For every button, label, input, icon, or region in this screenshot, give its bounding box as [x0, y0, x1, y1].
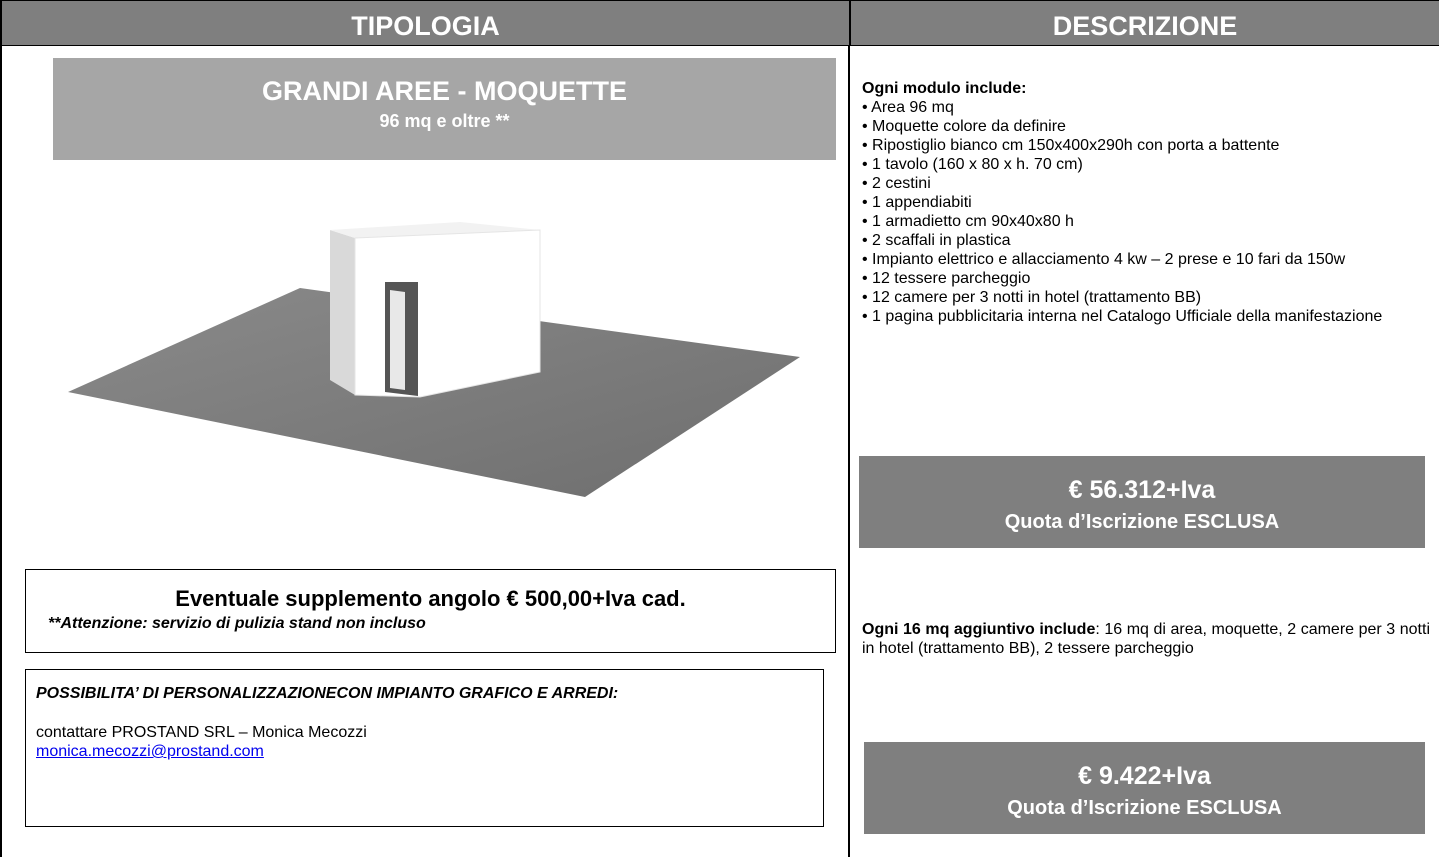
box-front: [354, 229, 541, 398]
description-item: • 1 armadietto cm 90x40x80 h: [862, 213, 1074, 230]
additional-text: : 16 mq di area, moquette, 2 camere per …: [862, 621, 1431, 657]
description-item: • 1 tavolo (160 x 80 x h. 70 cm): [862, 156, 1083, 173]
description-item: • Area 96 mq: [862, 99, 954, 116]
description-item: • 1 appendiabiti: [862, 194, 972, 211]
supplement-note: **Attenzione: servizio di pulizia stand …: [48, 615, 426, 632]
custom-heading: POSSIBILITA’ DI PERSONALIZZAZIONECON IMP…: [36, 685, 619, 702]
description-item: • 1 pagina pubblicitaria interna nel Cat…: [862, 308, 1383, 325]
box-side: [330, 230, 355, 395]
type-box: GRANDI AREE - MOQUETTE 96 mq e oltre **: [53, 58, 836, 160]
supplement-box: Eventuale supplemento angolo € 500,00+Iv…: [25, 569, 836, 653]
type-subtitle: 96 mq e oltre **: [379, 111, 510, 131]
description-item: • 2 scaffali in plastica: [862, 232, 1011, 249]
column-divider: [848, 46, 850, 857]
email-link[interactable]: monica.mecozzi@prostand.com: [36, 743, 264, 760]
stand-illustration: [68, 222, 800, 497]
door-inner: [390, 290, 405, 390]
additional-label: Ogni 16 mq aggiuntivo include: [862, 621, 1096, 638]
price-amount: € 56.312+Iva: [1068, 476, 1216, 504]
description: Ogni modulo include: • Area 96 mq • Moque…: [862, 79, 1430, 326]
price-note: Quota d’Iscrizione ESCLUSA: [1004, 511, 1280, 533]
description-heading: Ogni modulo include:: [862, 80, 1027, 97]
header-right: DESCRIZIONE: [849, 0, 1439, 46]
header-left: TIPOLOGIA: [0, 0, 849, 46]
description-item: • Ripostiglio bianco cm 150x400x290h con…: [862, 137, 1280, 154]
supplement-text: Eventuale supplemento angolo € 500,00+Iv…: [175, 586, 686, 611]
description-item: • 12 tessere parcheggio: [862, 270, 1031, 287]
description-item: • 12 camere per 3 notti in hotel (tratta…: [862, 289, 1202, 306]
description-item: • 2 cestini: [862, 175, 931, 192]
left-border: [0, 46, 2, 857]
additional: Ogni 16 mq aggiuntivo include: 16 mq di …: [862, 620, 1430, 658]
description-list: • Area 96 mq • Moquette colore da definir…: [862, 98, 1430, 326]
description-item: • Impianto elettrico e allacciamento 4 k…: [862, 251, 1346, 268]
description-item: • Moquette colore da definire: [862, 118, 1066, 135]
box-top: [330, 222, 540, 238]
type-title: GRANDI AREE - MOQUETTE: [261, 76, 627, 106]
custom-box: POSSIBILITA’ DI PERSONALIZZAZIONECON IMP…: [25, 669, 824, 827]
custom-contact: contattare PROSTAND SRL – Monica Mecozzi: [36, 724, 367, 741]
price-box: € 56.312+Iva Quota d’Iscrizione ESCLUSA: [859, 456, 1425, 548]
price-box: € 9.422+Iva Quota d’Iscrizione ESCLUSA: [864, 742, 1425, 834]
price-amount: € 9.422+Iva: [1078, 762, 1211, 790]
price-note: Quota d’Iscrizione ESCLUSA: [1007, 797, 1282, 819]
